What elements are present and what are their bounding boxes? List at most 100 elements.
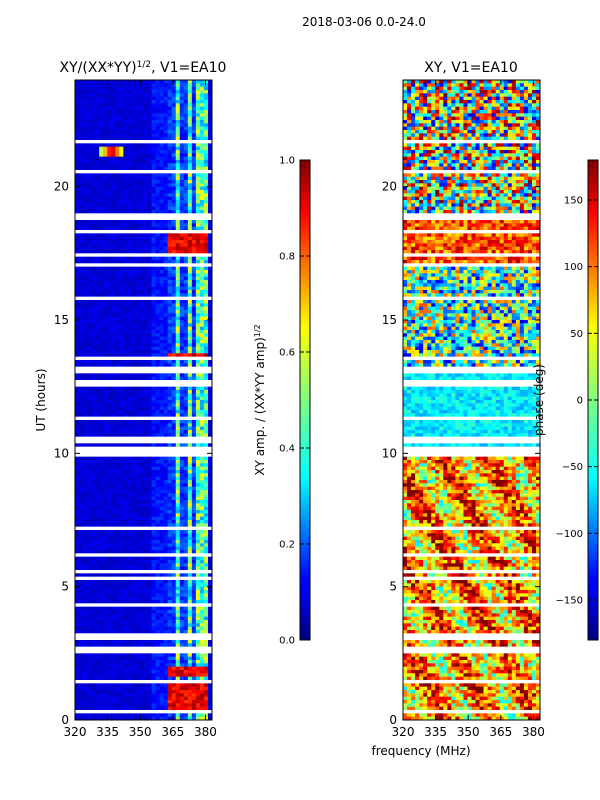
heatmap-cell [119, 340, 123, 344]
heatmap-cell [192, 477, 196, 481]
heatmap-cell [127, 410, 131, 414]
heatmap-cell [103, 467, 107, 471]
heatmap-cell [83, 180, 87, 184]
heatmap-cell [131, 207, 135, 211]
heatmap-cell [115, 547, 119, 551]
heatmap-cell [144, 237, 148, 241]
heatmap-cell [139, 260, 143, 264]
heatmap-cell [176, 87, 180, 91]
heatmap-cell [204, 133, 208, 137]
heatmap-cell [103, 80, 107, 84]
heatmap-cell [123, 343, 127, 347]
heatmap-cell [131, 447, 135, 451]
heatmap-cell [164, 267, 168, 271]
heatmap-cell [192, 383, 196, 387]
heatmap-cell [107, 283, 111, 287]
heatmap-cell [204, 243, 208, 247]
heatmap-cell [123, 457, 127, 461]
heatmap-cell [127, 373, 131, 377]
heatmap-cell [144, 427, 148, 431]
heatmap-cell [156, 220, 160, 224]
heatmap-cell [91, 533, 95, 537]
heatmap-cell [156, 87, 160, 91]
heatmap-cell [196, 493, 200, 497]
heatmap-cell [200, 377, 204, 381]
heatmap-cell [79, 223, 83, 227]
heatmap-cell [107, 480, 111, 484]
heatmap-cell [180, 133, 184, 137]
heatmap-cell [192, 550, 196, 554]
heatmap-cell [188, 237, 192, 241]
heatmap-cell [127, 123, 131, 127]
heatmap-cell [83, 183, 87, 187]
heatmap-cell [123, 197, 127, 201]
heatmap-cell [131, 130, 135, 134]
heatmap-cell [168, 533, 172, 537]
heatmap-cell [188, 310, 192, 314]
heatmap-cell [180, 547, 184, 551]
heatmap-cell [135, 317, 139, 321]
heatmap-cell [192, 403, 196, 407]
heatmap-cell [148, 557, 152, 561]
heatmap-cell [131, 263, 135, 267]
heatmap-cell [83, 113, 87, 117]
heatmap-cell [156, 507, 160, 511]
heatmap-cell [119, 343, 123, 347]
heatmap-cell [119, 380, 123, 384]
heatmap-cell [119, 513, 123, 517]
heatmap-cell [87, 350, 91, 354]
heatmap-cell [144, 250, 148, 254]
heatmap-cell [160, 230, 164, 234]
heatmap-cell [156, 140, 160, 144]
heatmap-cell [91, 83, 95, 87]
heatmap-cell [75, 513, 79, 517]
heatmap-cell [164, 153, 168, 157]
heatmap-cell [192, 367, 196, 371]
heatmap-cell [172, 440, 176, 444]
heatmap-cell [200, 453, 204, 457]
heatmap-cell [200, 293, 204, 297]
heatmap-cell [144, 177, 148, 181]
heatmap-cell [192, 540, 196, 544]
heatmap-cell [123, 330, 127, 334]
heatmap-cell [144, 460, 148, 464]
heatmap-cell [168, 220, 172, 224]
heatmap-cell [111, 123, 115, 127]
heatmap-cell [107, 100, 111, 104]
heatmap-cell [196, 367, 200, 371]
heatmap-cell [152, 490, 156, 494]
heatmap-cell [164, 563, 168, 567]
heatmap-cell [176, 157, 180, 161]
heatmap-cell [95, 523, 99, 527]
heatmap-cell [83, 373, 87, 377]
heatmap-cell [99, 400, 103, 404]
heatmap-cell [107, 547, 111, 551]
amp-panel: XY/(XX*YY)1/2, V1=EA10 320 335 350 365 380 0… [34, 60, 226, 739]
heatmap-cell [164, 220, 168, 224]
heatmap-cell [168, 170, 172, 174]
heatmap-cell [131, 427, 135, 431]
heatmap-cell [164, 417, 168, 421]
heatmap-cell [196, 413, 200, 417]
heatmap-cell [180, 147, 184, 151]
heatmap-cell [111, 260, 115, 264]
heatmap-cell [103, 540, 107, 544]
heatmap-cell [160, 310, 164, 314]
heatmap-cell [79, 203, 83, 207]
heatmap-cell [188, 390, 192, 394]
heatmap-cell [107, 410, 111, 414]
heatmap-cell [135, 157, 139, 161]
heatmap-cell [164, 237, 168, 241]
heatmap-cell [160, 487, 164, 491]
heatmap-cell [184, 520, 188, 524]
heatmap-cell [139, 153, 143, 157]
heatmap-cell [83, 210, 87, 214]
heatmap-cell [176, 433, 180, 437]
heatmap-cell [103, 547, 107, 551]
heatmap-cell [95, 90, 99, 94]
heatmap-cell [123, 127, 127, 131]
heatmap-cell [119, 443, 123, 447]
heatmap-cell [192, 110, 196, 114]
heatmap-cell [115, 303, 119, 307]
heatmap-cell [103, 157, 107, 161]
